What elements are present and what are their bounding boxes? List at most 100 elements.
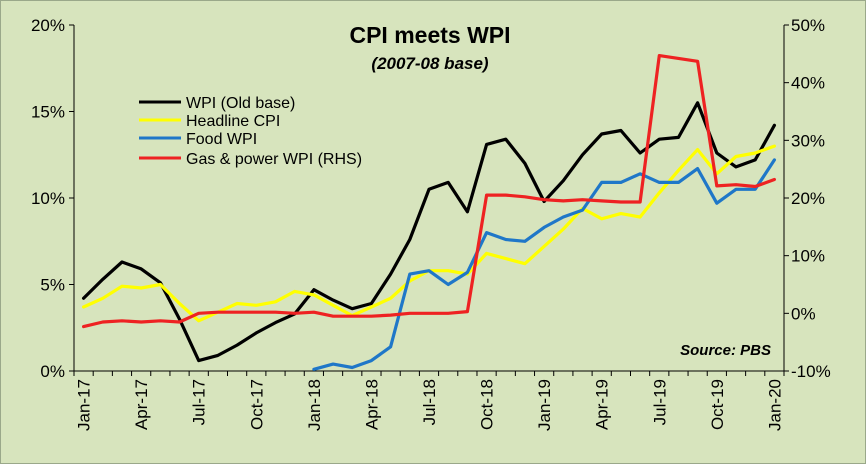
data-point-wpi-old-base: [715, 151, 719, 155]
x-axis-tick-label: Apr-18: [362, 379, 381, 430]
data-point-gas-power-wpi-rhs: [696, 60, 699, 63]
data-point-wpi-old-base: [197, 359, 200, 362]
data-point-gas-power-wpi-rhs: [446, 312, 450, 315]
data-point-headline-cpi: [600, 217, 603, 220]
data-point-wpi-old-base: [523, 162, 527, 165]
data-point-wpi-old-base: [101, 278, 104, 281]
data-point-wpi-old-base: [370, 302, 373, 305]
data-point-headline-cpi: [255, 304, 258, 307]
data-point-gas-power-wpi-rhs: [562, 199, 565, 203]
legend-label-headline-cpi: Headline CPI: [186, 113, 280, 130]
data-point-headline-cpi: [542, 245, 546, 248]
data-point-gas-power-wpi-rhs: [408, 312, 412, 315]
data-point-headline-cpi: [619, 212, 623, 215]
series-line-headline-cpi: [82, 144, 776, 323]
data-point-food-wpi: [312, 368, 316, 371]
data-point-food-wpi: [696, 167, 699, 170]
data-point-food-wpi: [370, 359, 373, 362]
data-point-headline-cpi: [159, 283, 162, 286]
data-point-headline-cpi: [504, 257, 507, 260]
data-point-gas-power-wpi-rhs: [82, 325, 85, 328]
right-axis-tick-label: 10%: [791, 247, 825, 266]
data-point-wpi-old-base: [754, 158, 757, 162]
axes: 0% 5% 10% 15% 20% -10% 0% 10% 20% 30% 40% 50% Jan-17…: [31, 16, 831, 431]
data-point-wpi-old-base: [312, 288, 316, 291]
left-axis-tick-label: 5%: [40, 276, 65, 295]
data-point-food-wpi: [619, 181, 623, 184]
x-axis-tick-label: Jul-19: [650, 379, 669, 425]
data-point-wpi-old-base: [255, 331, 258, 335]
data-point-wpi-old-base: [408, 238, 412, 241]
x-axis-tick-label: Oct-17: [247, 379, 266, 430]
legend: WPI (Old base) Headline CPI Food WPI Gas…: [139, 95, 362, 168]
series-lines: [82, 54, 776, 371]
left-axis-tick-label: 15%: [31, 103, 65, 122]
data-point-food-wpi: [677, 181, 680, 184]
chart-title: CPI meets WPI: [349, 22, 510, 48]
data-point-wpi-old-base: [389, 272, 392, 276]
data-point-headline-cpi: [389, 297, 392, 300]
data-point-headline-cpi: [754, 151, 757, 155]
source-note: Source: PBS: [680, 342, 771, 359]
x-axis-tick-label: Oct-19: [708, 379, 727, 430]
data-point-gas-power-wpi-rhs: [178, 320, 181, 324]
data-point-headline-cpi: [446, 269, 450, 272]
data-point-headline-cpi: [638, 215, 642, 219]
legend-label-wpi: WPI (Old base): [186, 95, 295, 112]
data-point-headline-cpi: [658, 191, 661, 195]
data-point-gas-power-wpi-rhs: [216, 310, 220, 314]
data-point-wpi-old-base: [696, 101, 699, 105]
data-point-wpi-old-base: [427, 188, 431, 191]
data-point-wpi-old-base: [82, 297, 85, 300]
data-point-wpi-old-base: [235, 343, 239, 347]
right-axis-tick-label: -10%: [791, 362, 831, 381]
data-point-food-wpi: [715, 201, 719, 205]
data-point-food-wpi: [427, 269, 431, 272]
data-point-wpi-old-base: [351, 307, 354, 310]
data-point-gas-power-wpi-rhs: [754, 185, 757, 188]
x-axis-tick-label: Jan-17: [75, 379, 94, 431]
legend-label-gas-power-wpi: Gas & power WPI (RHS): [186, 151, 362, 168]
data-point-food-wpi: [485, 231, 488, 234]
data-point-food-wpi: [389, 345, 392, 348]
data-point-food-wpi: [408, 272, 412, 276]
data-point-gas-power-wpi-rhs: [504, 193, 507, 197]
data-point-gas-power-wpi-rhs: [351, 315, 354, 318]
data-point-gas-power-wpi-rhs: [600, 199, 603, 203]
data-point-headline-cpi: [235, 302, 239, 305]
data-point-wpi-old-base: [562, 179, 565, 182]
data-point-food-wpi: [466, 271, 469, 274]
right-axis-tick-label: 40%: [791, 74, 825, 93]
data-point-wpi-old-base: [734, 165, 738, 169]
x-axis-tick-label: Jul-17: [190, 379, 209, 425]
data-point-gas-power-wpi-rhs: [619, 200, 623, 204]
data-point-food-wpi: [542, 226, 546, 229]
series-line-food-wpi: [312, 158, 776, 371]
data-point-headline-cpi: [734, 155, 738, 158]
data-point-gas-power-wpi-rhs: [274, 310, 277, 314]
data-point-wpi-old-base: [120, 260, 124, 264]
data-point-headline-cpi: [293, 290, 296, 293]
data-point-gas-power-wpi-rhs: [101, 320, 104, 324]
data-point-food-wpi: [581, 208, 584, 212]
data-point-gas-power-wpi-rhs: [427, 312, 431, 315]
data-point-food-wpi: [658, 181, 661, 184]
right-axis-tick-label: 0%: [791, 304, 816, 323]
data-point-gas-power-wpi-rhs: [523, 195, 527, 199]
data-point-gas-power-wpi-rhs: [389, 313, 392, 317]
data-point-wpi-old-base: [466, 210, 469, 214]
data-point-wpi-old-base: [331, 298, 335, 302]
x-axis-tick-label: Jan-18: [305, 379, 324, 431]
data-point-wpi-old-base: [677, 136, 680, 139]
data-point-food-wpi: [562, 215, 565, 219]
data-point-headline-cpi: [139, 286, 143, 290]
data-point-headline-cpi: [197, 319, 200, 323]
x-axis-tick-label: Apr-17: [132, 379, 151, 430]
data-point-gas-power-wpi-rhs: [715, 184, 719, 188]
data-point-gas-power-wpi-rhs: [370, 315, 373, 318]
x-axis-tick-label: Jan-19: [535, 379, 554, 431]
data-point-food-wpi: [754, 188, 757, 191]
data-point-gas-power-wpi-rhs: [293, 312, 296, 315]
